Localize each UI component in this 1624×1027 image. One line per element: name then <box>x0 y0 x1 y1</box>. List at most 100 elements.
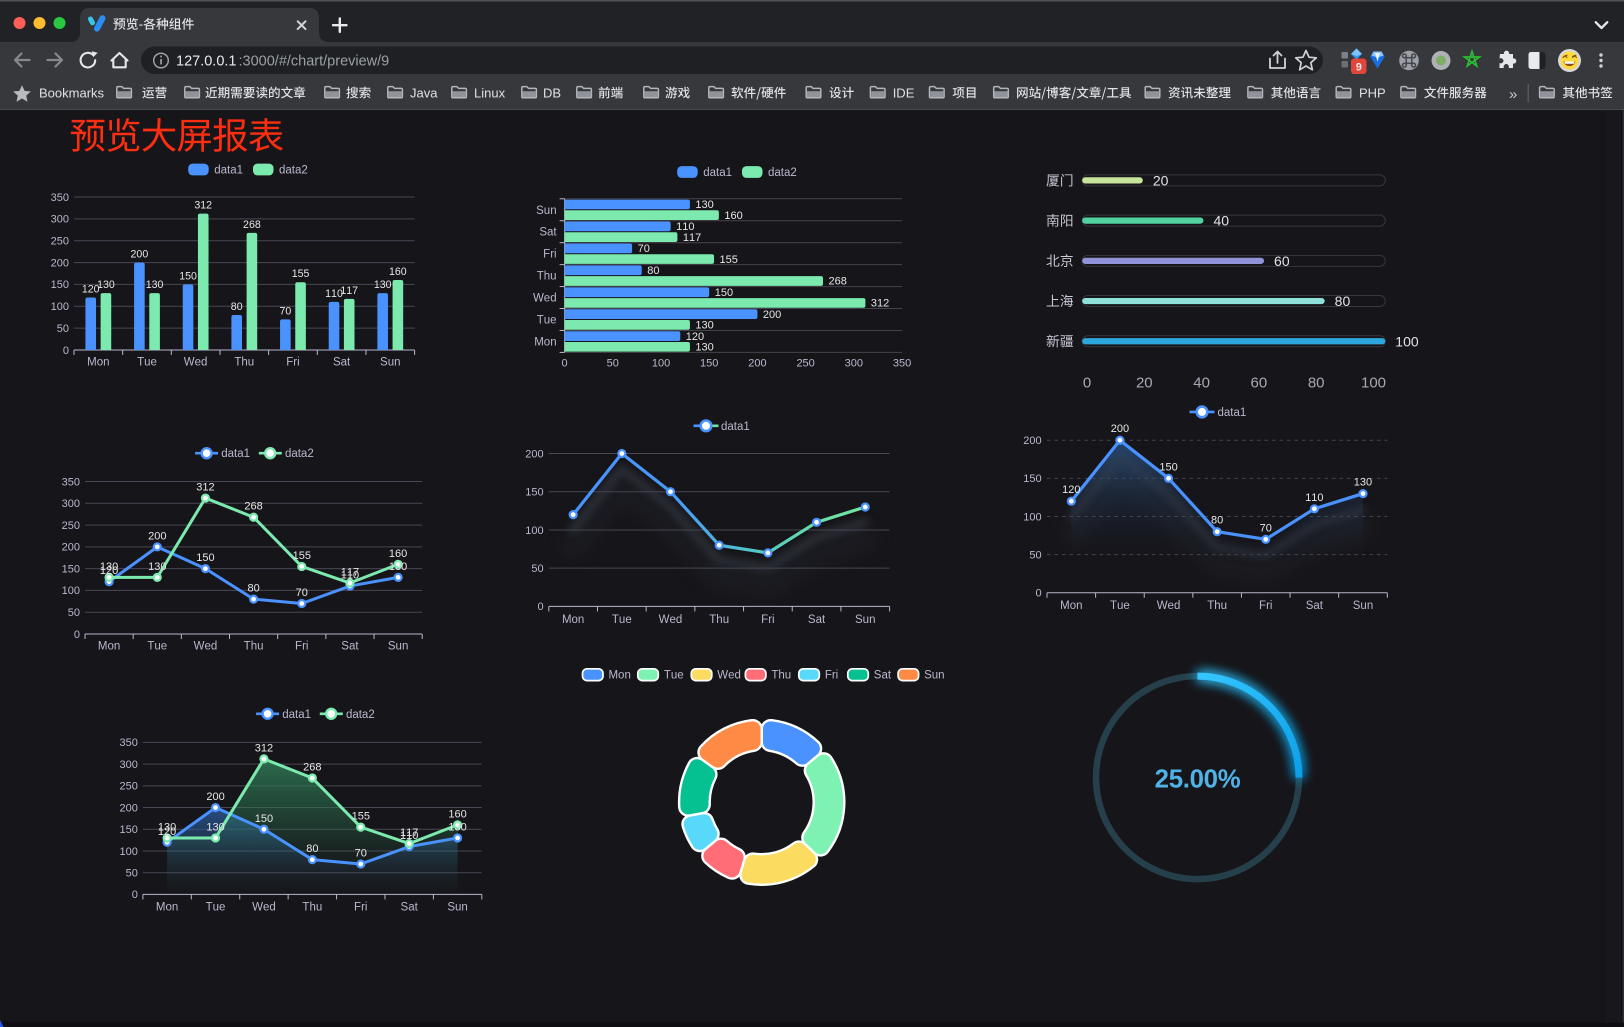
svg-text:130: 130 <box>1354 477 1372 489</box>
svg-text:50: 50 <box>57 323 69 335</box>
svg-text:50: 50 <box>531 563 543 575</box>
svg-text:130: 130 <box>389 561 407 573</box>
svg-text:80: 80 <box>1308 375 1325 392</box>
svg-text:Fri: Fri <box>543 249 556 261</box>
svg-text:100: 100 <box>652 358 670 370</box>
svg-text:data1: data1 <box>282 709 311 721</box>
svg-text:312: 312 <box>871 298 889 310</box>
svg-text:Thu: Thu <box>771 670 791 682</box>
svg-text:Linux: Linux <box>474 85 506 100</box>
svg-text:268: 268 <box>303 762 321 774</box>
svg-text:0: 0 <box>74 629 80 641</box>
svg-text:120: 120 <box>1062 484 1080 496</box>
svg-text:Wed: Wed <box>1157 600 1181 612</box>
svg-text:0: 0 <box>1035 588 1041 600</box>
svg-text:Thu: Thu <box>1207 600 1227 612</box>
svg-text:Sat: Sat <box>333 357 351 369</box>
svg-text::3000/#/chart/preview/9: :3000/#/chart/preview/9 <box>239 54 390 70</box>
svg-text:Wed: Wed <box>184 357 208 369</box>
svg-text:Sun: Sun <box>447 901 467 913</box>
svg-text:Tue: Tue <box>664 670 684 682</box>
svg-text:200: 200 <box>525 448 543 460</box>
svg-text:200: 200 <box>748 358 766 370</box>
svg-text:130: 130 <box>97 279 115 291</box>
svg-text:Sun: Sun <box>380 357 400 369</box>
svg-text:Tue: Tue <box>206 901 226 913</box>
svg-text:Tue: Tue <box>147 641 167 653</box>
svg-text:250: 250 <box>51 236 69 248</box>
svg-text:130: 130 <box>148 561 166 573</box>
svg-text:160: 160 <box>389 548 407 560</box>
svg-text:150: 150 <box>1023 473 1041 485</box>
svg-text:110: 110 <box>1305 492 1323 504</box>
svg-text:25.00%: 25.00% <box>1155 766 1241 794</box>
svg-text:150: 150 <box>700 358 718 370</box>
svg-text:Sat: Sat <box>401 901 419 913</box>
svg-text:Wed: Wed <box>252 901 276 913</box>
svg-text:data2: data2 <box>285 448 314 460</box>
svg-text:100: 100 <box>1395 333 1419 349</box>
svg-text:Sat: Sat <box>1306 600 1324 612</box>
svg-text:100: 100 <box>62 585 80 597</box>
svg-text:60: 60 <box>1251 375 1268 392</box>
svg-text:Sat: Sat <box>874 670 892 682</box>
svg-text:200: 200 <box>120 802 138 814</box>
svg-text:data2: data2 <box>768 167 797 179</box>
svg-text:300: 300 <box>845 358 863 370</box>
svg-text:0: 0 <box>562 358 568 370</box>
svg-text:117: 117 <box>683 232 701 244</box>
svg-text:Mon: Mon <box>534 336 556 348</box>
svg-text:Wed: Wed <box>194 641 218 653</box>
svg-text:Sat: Sat <box>341 641 359 653</box>
svg-text:155: 155 <box>352 811 370 823</box>
svg-text:155: 155 <box>292 268 310 280</box>
svg-text:Tue: Tue <box>537 314 557 326</box>
svg-text:300: 300 <box>51 214 69 226</box>
svg-text:Wed: Wed <box>533 293 557 305</box>
svg-text:Thu: Thu <box>302 901 322 913</box>
svg-text:160: 160 <box>724 210 742 222</box>
svg-text:300: 300 <box>62 498 80 510</box>
svg-text:Mon: Mon <box>608 670 630 682</box>
svg-text:Sun: Sun <box>855 614 875 626</box>
svg-text:350: 350 <box>893 358 911 370</box>
svg-text:0: 0 <box>537 601 543 613</box>
svg-text:9: 9 <box>1356 62 1362 74</box>
svg-text:80: 80 <box>231 301 243 313</box>
svg-text:70: 70 <box>296 587 308 599</box>
svg-text:300: 300 <box>120 759 138 771</box>
svg-text:0: 0 <box>132 889 138 901</box>
svg-text:100: 100 <box>1361 375 1386 392</box>
svg-text:200: 200 <box>131 249 149 261</box>
svg-text:DB: DB <box>543 85 561 100</box>
svg-text:150: 150 <box>715 287 733 299</box>
svg-text:70: 70 <box>355 848 367 860</box>
svg-text:Wed: Wed <box>659 614 683 626</box>
svg-text:data1: data1 <box>221 448 250 460</box>
svg-text:150: 150 <box>120 824 138 836</box>
svg-text:100: 100 <box>120 846 138 858</box>
svg-text:160: 160 <box>448 808 466 820</box>
svg-text:Fri: Fri <box>286 357 299 369</box>
svg-text:Java: Java <box>410 85 438 100</box>
svg-text:130: 130 <box>158 821 176 833</box>
svg-text:268: 268 <box>244 501 262 513</box>
svg-text:130: 130 <box>695 199 713 211</box>
svg-text:Tue: Tue <box>137 357 157 369</box>
svg-text:350: 350 <box>120 737 138 749</box>
svg-text:117: 117 <box>340 285 358 297</box>
svg-text:100: 100 <box>1023 511 1041 523</box>
svg-text:IDE: IDE <box>893 85 915 100</box>
svg-text:200: 200 <box>763 309 781 321</box>
svg-text:data2: data2 <box>279 165 308 177</box>
svg-text:80: 80 <box>1335 293 1351 309</box>
svg-text:data1: data1 <box>703 167 732 179</box>
svg-text:70: 70 <box>1260 522 1272 534</box>
svg-text:Fri: Fri <box>761 614 774 626</box>
svg-text:200: 200 <box>62 542 80 554</box>
svg-text:60: 60 <box>1274 253 1290 269</box>
svg-text:Mon: Mon <box>562 614 584 626</box>
svg-text:150: 150 <box>179 270 197 282</box>
svg-text:Sat: Sat <box>539 227 557 239</box>
svg-text:160: 160 <box>389 266 407 278</box>
